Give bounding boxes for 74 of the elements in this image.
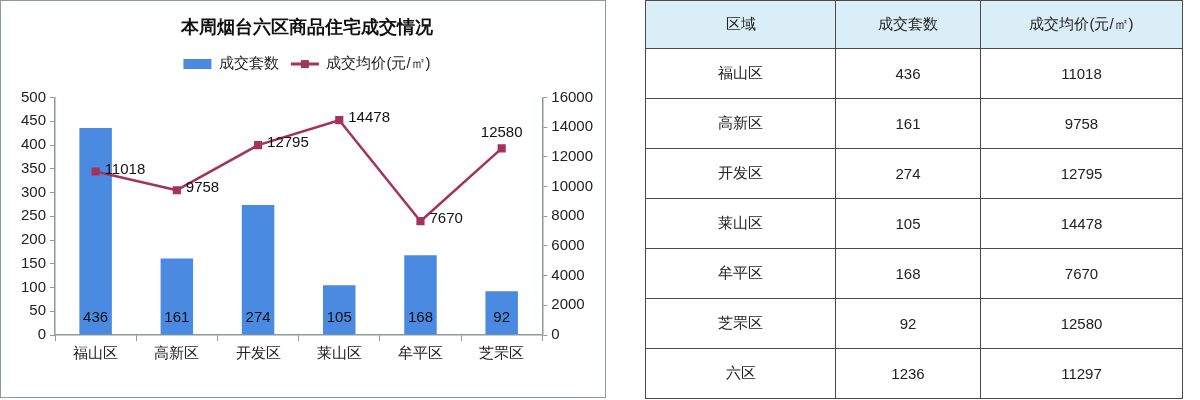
category-label: 牟平区 [645,248,836,299]
point [497,144,506,153]
data-label: 14478 [980,198,1183,249]
y2-tick-label: 10000 [551,176,594,194]
y-tick-label: 350 [21,158,47,176]
data-label: 161 [164,307,190,325]
category-label: 高新区 [645,98,836,149]
data-label: 12795 [267,133,309,151]
y2-tick-label: 14000 [551,117,594,135]
x-tick-label: 高新区 [154,344,200,362]
bar [160,258,194,335]
data-label: 12580 [480,122,523,140]
data-label: 12795 [980,148,1183,199]
y2-tick-label: 6000 [551,236,585,254]
data-label: 92 [835,298,981,349]
legend-label: 成交均价(元/㎡) [326,54,431,72]
y2-tick-label: 2000 [551,295,585,313]
data-label: 168 [835,248,981,299]
chart-title: 本周烟台六区商品住宅成交情况 [180,16,434,37]
y-tick-label: 200 [21,230,47,248]
point [253,141,263,150]
x-tick-label: 开发区 [235,344,281,362]
point [335,116,344,125]
data-label: 7670 [429,209,463,227]
y2-tick-label: 16000 [551,87,594,105]
bar [241,204,275,335]
data-label: 12580 [980,298,1183,349]
bar [323,285,356,335]
x-tick-label: 福山区 [73,344,119,362]
data-label: 92 [493,307,511,325]
y2-tick-label: 0 [551,325,560,343]
x-tick-label: 牟平区 [397,344,443,362]
y-tick-label: 0 [37,325,47,343]
data-label: 105 [326,307,352,325]
data-label: 436 [83,307,109,325]
data-label: 274 [245,307,271,325]
y-tick-label: 100 [21,277,47,295]
y-tick-label: 50 [29,301,47,319]
data-label: 7670 [980,248,1183,299]
text: 区域 [645,0,836,49]
text: 成交均价(元/㎡) [980,0,1183,49]
data-label: 11018 [980,48,1183,99]
bar [485,291,518,335]
text: 成交套数 [835,0,981,49]
y-tick-label: 500 [21,87,47,105]
point [416,217,425,226]
point [91,167,100,176]
data-label: 9758 [980,98,1183,149]
category-label: 六区 [645,348,836,399]
category-label: 莱山区 [645,198,836,249]
y2-tick-label: 12000 [551,147,594,165]
category-label: 福山区 [645,48,836,99]
data-label: 1236 [835,348,981,399]
y-tick-label: 450 [21,111,47,129]
point [172,186,181,195]
category-label: 开发区 [645,148,836,199]
legend-label: 成交套数 [218,54,279,72]
y-tick-label: 400 [21,135,47,153]
data-label: 168 [407,307,433,325]
y-tick-label: 300 [21,182,47,200]
x-tick-label: 莱山区 [316,344,362,362]
data-label: 11297 [980,348,1183,399]
y-tick-label: 250 [21,206,47,224]
y2-tick-label: 4000 [551,265,585,283]
data-label: 9758 [185,178,220,196]
y2-tick-label: 8000 [551,206,585,224]
x-tick-label: 芝罘区 [479,344,525,362]
data-label: 161 [835,98,981,149]
bar [404,255,437,335]
data-label: 436 [835,48,981,99]
data-label: 14478 [348,108,390,126]
data-label: 274 [835,148,981,199]
data-label: 105 [835,198,981,249]
y-tick-label: 150 [21,253,47,271]
